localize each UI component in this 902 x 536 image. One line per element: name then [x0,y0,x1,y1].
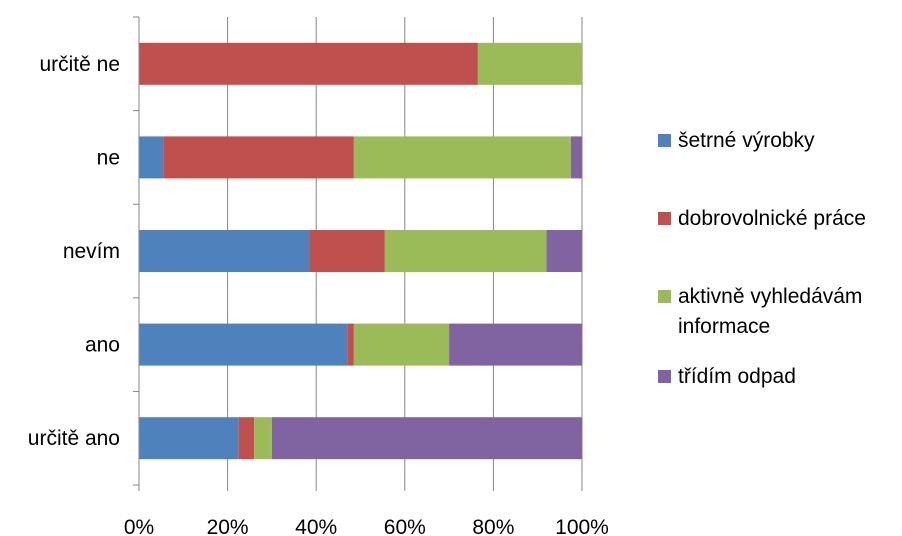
legend-label-line: informace [678,315,770,338]
bar-segment [384,230,547,272]
bar-segment [139,417,239,460]
legend-label: třídím odpad [678,365,796,388]
bar-segment [271,417,582,460]
legend-swatch [658,290,671,303]
bar-segment [449,323,582,366]
bars [139,42,582,460]
legend-swatch [658,212,671,225]
legend-label-line: dobrovolnické práce [678,207,866,230]
category-labels: určitě ne ne nevím ano určitě ano [28,53,120,450]
legend: šetrné výrobky dobrovolnické práce aktivně… [658,129,866,388]
bar-segment [353,323,450,366]
category-label: ano [85,334,120,357]
bar-segment [139,136,164,179]
bar-segment [477,42,582,85]
bar-segment [347,323,354,366]
x-tick-label: 80% [472,516,514,536]
bar-segment [570,136,582,179]
bar-segment [163,136,354,179]
legend-swatch [658,370,671,383]
bar-segment [353,136,571,179]
legend-label: šetrné výrobky [678,129,815,152]
x-tick-label: 40% [295,516,337,536]
x-tick-label: 60% [384,516,426,536]
category-label: ne [97,146,120,169]
bar-segment [309,230,385,272]
bar-segment [139,42,478,85]
legend-label: aktivně vyhledávám informace [678,285,862,338]
bar-segment [238,417,255,460]
bar-segment [254,417,272,460]
category-label: určitě ne [39,53,120,76]
category-label: nevím [63,240,120,263]
bar-segment [546,230,582,272]
legend-label-line: aktivně vyhledávám [678,285,862,308]
legend-label-line: šetrné výrobky [678,129,815,152]
bar-segment [139,323,348,366]
category-label: určitě ano [28,427,120,450]
x-tick-label: 20% [207,516,249,536]
x-tick-labels: 0% 20% 40% 60% 80% 100% [124,516,609,536]
bar-segment [139,230,310,272]
legend-label-line: třídím odpad [678,365,796,388]
legend-swatch [658,134,671,147]
x-tick-label: 0% [124,516,154,536]
axes [133,16,583,491]
x-tick-label: 100% [555,516,609,536]
legend-label: dobrovolnické práce [678,207,866,230]
